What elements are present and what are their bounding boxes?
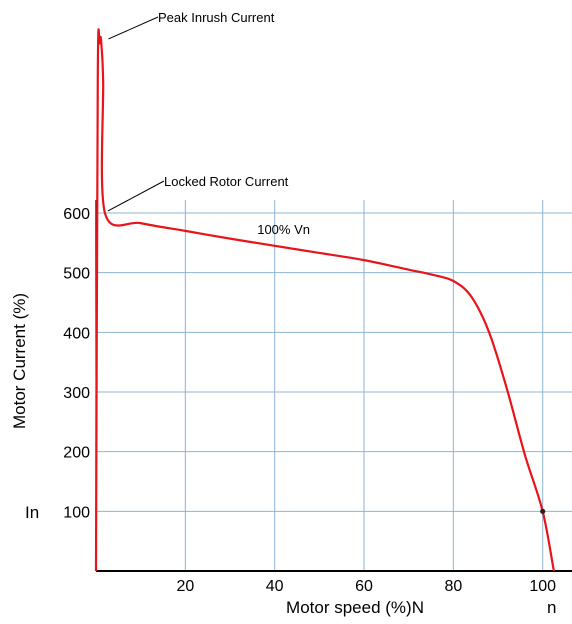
y-tick-label-500: 500 [63,266,90,283]
x-tick-label-100: 100 [529,578,556,595]
annotations: Peak Inrush Current Locked Rotor Current 1… [107,10,310,237]
peak-inrush-label: Peak Inrush Current [158,10,275,25]
locked-callout-line [107,180,165,212]
y-tick-label-100: 100 [63,504,90,521]
data-point-0 [540,508,546,514]
series-group [94,28,555,572]
y-tick-label-200: 200 [63,445,90,462]
x-axis-title: Motor speed (%)N [286,598,424,617]
grid [96,200,572,571]
x-tick-label-80: 80 [444,578,462,595]
points-group [540,508,546,514]
x-tick-label-40: 40 [266,578,284,595]
curve-label: 100% Vn [257,222,310,237]
n-label: n [547,598,556,617]
x-tick-label-20: 20 [176,578,194,595]
peak-callout-line [108,16,159,40]
y-tick-label-600: 600 [63,206,90,223]
y-tick-label-300: 300 [63,385,90,402]
y-tick-labels: 100 200 300 400 500 600 [63,206,90,521]
series-line-0 [94,28,555,572]
y-axis-title: Motor Current (%) [10,293,29,429]
in-label: In [25,503,39,522]
x-tick-labels: 20 40 60 80 100 [176,578,556,595]
y-tick-label-400: 400 [63,325,90,342]
locked-rotor-label: Locked Rotor Current [164,174,289,189]
x-tick-label-60: 60 [355,578,373,595]
